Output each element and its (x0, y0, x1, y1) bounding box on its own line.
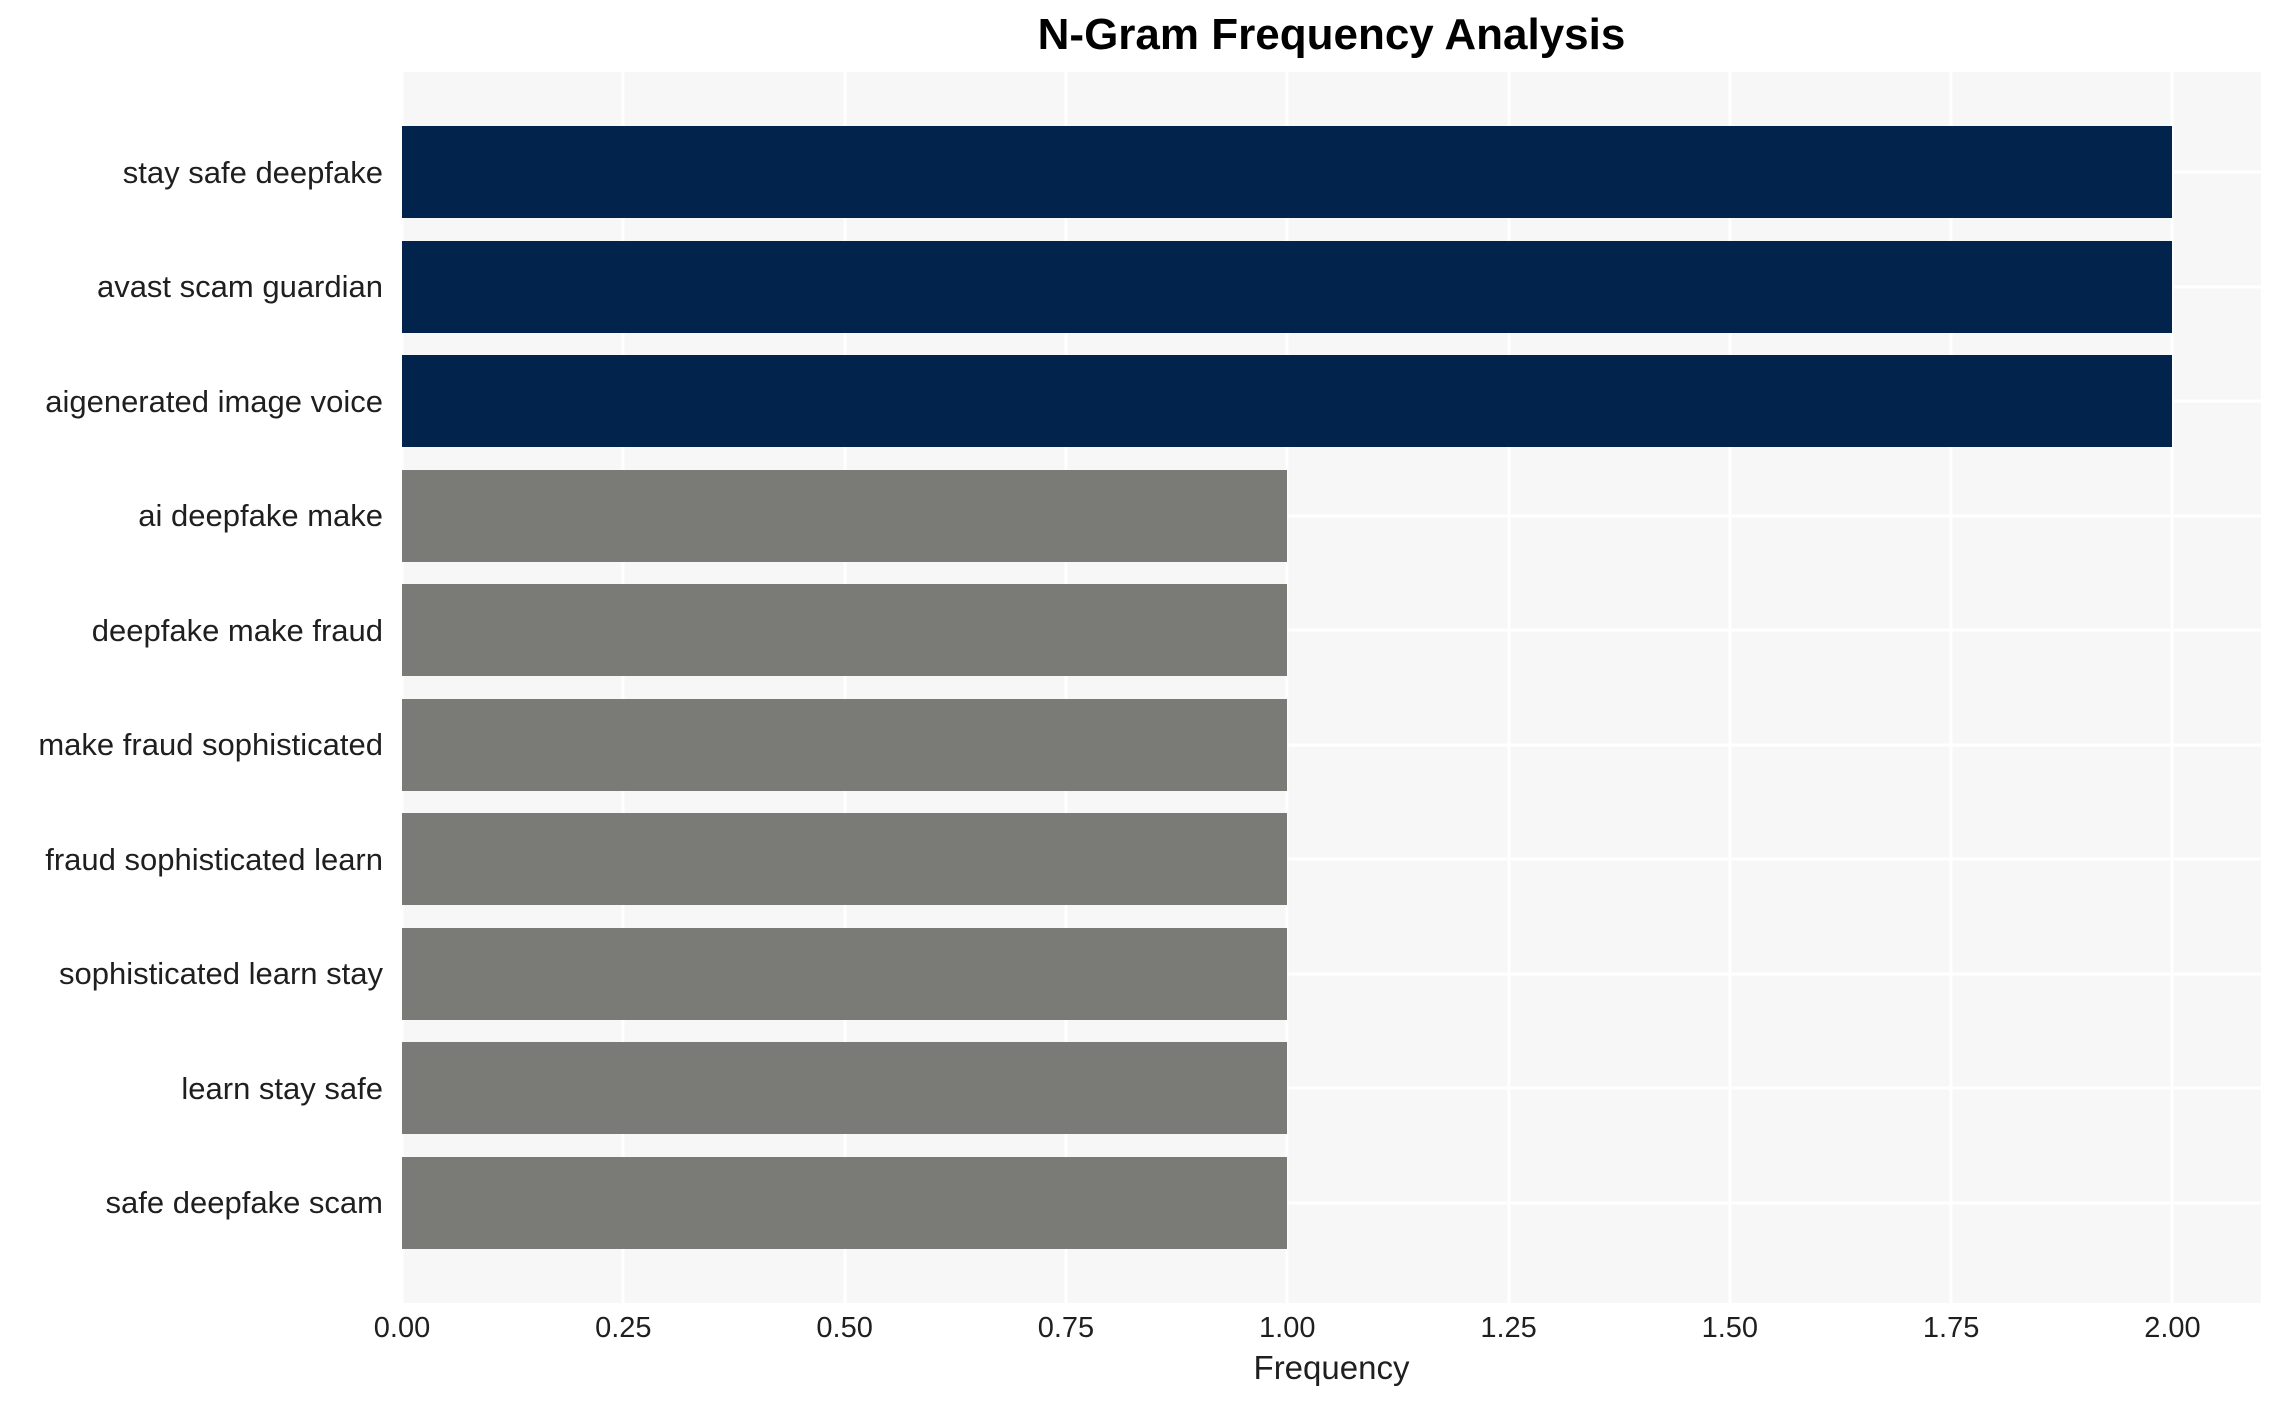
bar-row (402, 1031, 2261, 1146)
chart-title: N-Gram Frequency Analysis (1037, 10, 1626, 59)
bar (402, 355, 2173, 448)
vertical-gridline (1949, 72, 1953, 1303)
y-label-row: make fraud sophisticated (0, 688, 392, 803)
y-label-row: safe deepfake scam (0, 1146, 392, 1261)
vertical-gridline (1285, 72, 1289, 1303)
bar (402, 1042, 1288, 1135)
bar (402, 126, 2173, 219)
y-axis-tick-label: aigenerated image voice (45, 383, 383, 419)
y-label-row: deepfake make fraud (0, 573, 392, 688)
bar-row (402, 230, 2261, 345)
y-axis-tick-label: ai deepfake make (138, 498, 383, 534)
horizontal-gridline (402, 1086, 2261, 1090)
x-axis-label: Frequency (1253, 1349, 1410, 1386)
bar-row (402, 344, 2261, 459)
bar-row (402, 115, 2261, 230)
x-axis-tick-label: 1.75 (1922, 1312, 1980, 1344)
bar (402, 240, 2173, 333)
y-axis-tick-label: sophisticated learn stay (59, 956, 383, 992)
x-axis-tick-label: 1.50 (1701, 1312, 1759, 1344)
bar-row (402, 688, 2261, 803)
vertical-gridline (1507, 72, 1511, 1303)
x-axis-ticks: 0.00 0.25 0.50 0.75 1.00 1.25 1.50 1.75 2.00 (374, 1312, 2261, 1346)
y-axis-tick-label: make fraud sophisticated (38, 727, 383, 763)
vertical-gridline (400, 72, 404, 1303)
y-axis-tick-label: learn stay safe (181, 1070, 383, 1106)
bar-row (402, 459, 2261, 574)
horizontal-gridline (402, 972, 2261, 976)
bar (402, 1156, 1288, 1249)
x-axis-tick-label: 0.50 (816, 1312, 873, 1344)
x-axis-tick-label: 2.00 (2144, 1312, 2201, 1344)
vertical-gridline (1064, 72, 1068, 1303)
vertical-gridline (843, 72, 847, 1303)
y-label-row: fraud sophisticated learn (0, 802, 392, 917)
x-axis-tick-label: 1.25 (1480, 1312, 1537, 1344)
horizontal-gridline (402, 857, 2261, 861)
bar (402, 469, 1288, 562)
horizontal-gridline (402, 1201, 2261, 1205)
y-label-row: stay safe deepfake (0, 115, 392, 230)
bar-row (402, 573, 2261, 688)
horizontal-gridline (402, 514, 2261, 518)
y-axis-tick-label: deepfake make fraud (91, 612, 383, 648)
y-axis-labels: stay safe deepfake avast scam guardian aig… (0, 72, 392, 1303)
horizontal-gridline (402, 743, 2261, 747)
bar (402, 584, 1288, 677)
horizontal-gridline (402, 628, 2261, 632)
y-axis-tick-label: avast scam guardian (96, 269, 383, 305)
vertical-gridline (2170, 72, 2174, 1303)
y-label-row: aigenerated image voice (0, 344, 392, 459)
x-axis-tick-label: 0.25 (595, 1312, 652, 1344)
y-axis-tick-label: safe deepfake scam (105, 1185, 383, 1221)
x-axis-tick-label: 0.75 (1037, 1312, 1095, 1344)
bar (402, 698, 1288, 791)
bar-row (402, 917, 2261, 1032)
bar (402, 927, 1288, 1020)
y-label-row: learn stay safe (0, 1031, 392, 1146)
y-label-row: sophisticated learn stay (0, 917, 392, 1032)
y-label-row: ai deepfake make (0, 459, 392, 574)
x-axis-tick-label: 0.00 (373, 1312, 431, 1344)
vertical-gridline (1728, 72, 1732, 1303)
plot-area (400, 72, 2261, 1303)
bar (402, 813, 1288, 906)
x-axis-tick-label: 1.00 (1259, 1312, 1316, 1344)
bar-row (402, 1146, 2261, 1261)
bar-rows (402, 72, 2261, 1303)
y-axis-tick-label: stay safe deepfake (122, 154, 383, 190)
vertical-gridline (621, 72, 625, 1303)
bar-row (402, 802, 2261, 917)
y-axis-tick-label: fraud sophisticated learn (45, 841, 383, 877)
y-label-row: avast scam guardian (0, 230, 392, 345)
